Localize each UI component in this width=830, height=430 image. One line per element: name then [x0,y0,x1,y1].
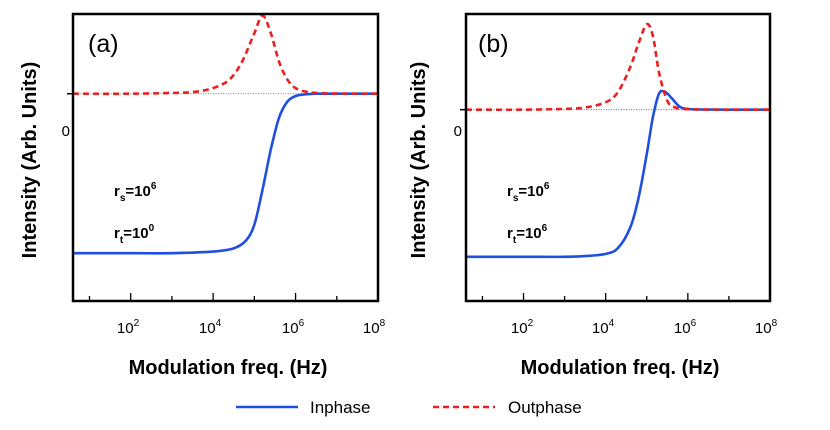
y-axis-title: Intensity (Arb. Units) [19,62,41,259]
panel-label: (b) [478,30,509,58]
x-axis-title: Modulation freq. (Hz) [521,357,720,379]
panel-label: (a) [88,30,119,58]
x-tick-labels: 102 104 106 108 [117,318,386,337]
x-tick-label: 108 [363,318,386,337]
series-line-outphase [465,22,770,112]
param-rs: rs=106 [114,181,157,204]
x-tick-label: 102 [117,318,140,337]
y-tick-zero-label: 0 [62,123,70,140]
series-line-inphase [73,92,378,255]
x-tick-labels: 102 104 106 108 [511,318,778,337]
plot-frame [464,12,772,303]
legend-label-inphase: Inphase [310,398,371,417]
legend: Inphase Outphase [236,398,582,417]
x-axis-title: Modulation freq. (Hz) [129,357,328,379]
x-tick-label: 106 [282,318,305,337]
panel-a: Intensity (Arb. Units) 0 (a) 102 104 106… [19,12,386,379]
param-rt: rt=100 [114,223,155,246]
x-tick-label: 104 [592,318,615,337]
plot-frame [71,12,380,303]
panel-b: Intensity (Arb. Units) 0 (b) 102 104 106… [408,12,778,379]
x-tick-label: 106 [674,318,697,337]
x-tick-label: 102 [511,318,534,337]
param-rs: rs=106 [507,181,550,204]
y-axis-title: Intensity (Arb. Units) [408,62,430,259]
series-line-outphase [72,14,379,96]
y-tick-zero-label: 0 [454,123,462,140]
x-tick-label: 104 [199,318,222,337]
legend-label-outphase: Outphase [508,398,582,417]
param-rt: rt=106 [507,223,548,246]
x-tick-label: 108 [755,318,778,337]
